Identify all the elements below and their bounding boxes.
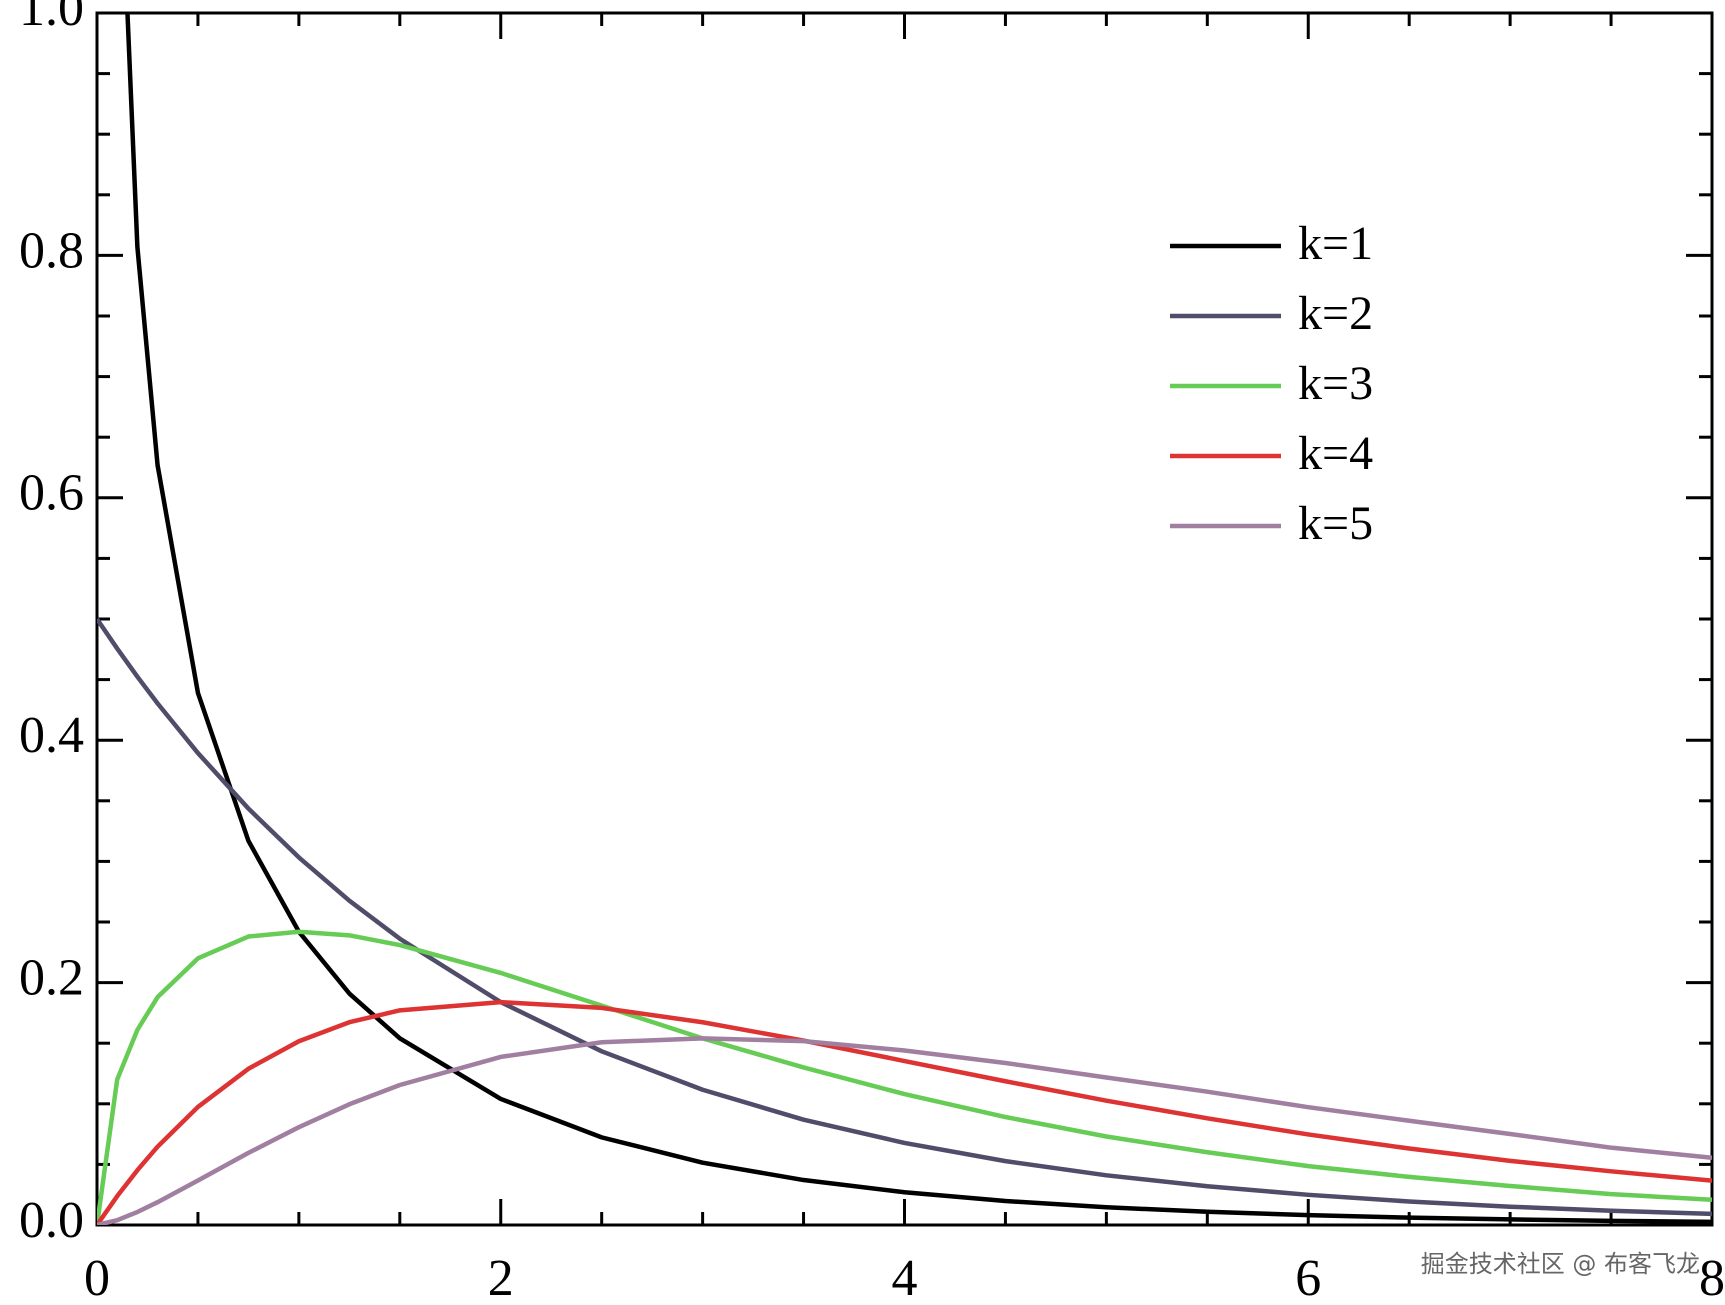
- plot-area: [97, 13, 1712, 1225]
- legend-label: k=4: [1298, 427, 1373, 480]
- y-tick-label: 0.4: [19, 707, 84, 764]
- series-line: [97, 617, 1712, 1217]
- y-tick-label: 1.0: [19, 0, 84, 37]
- legend-label: k=3: [1298, 357, 1373, 410]
- y-tick-label: 0.8: [19, 222, 84, 279]
- x-tick-label: 4: [892, 1250, 918, 1305]
- y-tick-label: 0.0: [19, 1192, 84, 1249]
- plot-frame: [95, 11, 1714, 1227]
- x-tick-label: 6: [1295, 1250, 1321, 1305]
- x-tick-label: 8: [1699, 1250, 1725, 1305]
- x-tick-label: 0: [84, 1250, 110, 1305]
- series-line: [125, 13, 1712, 1225]
- y-tick-label: 0.2: [19, 950, 84, 1007]
- legend-label: k=2: [1298, 287, 1373, 340]
- series-line: [97, 1036, 1712, 1225]
- x-tick-label: 2: [488, 1250, 514, 1305]
- series-line: [97, 999, 1712, 1225]
- watermark: 掘金技术社区 @ 布客飞龙: [1421, 1250, 1700, 1278]
- y-tick-label: 0.6: [19, 465, 84, 522]
- legend-label: k=5: [1298, 497, 1373, 550]
- legend-label: k=1: [1298, 217, 1373, 270]
- series-line: [97, 929, 1712, 1225]
